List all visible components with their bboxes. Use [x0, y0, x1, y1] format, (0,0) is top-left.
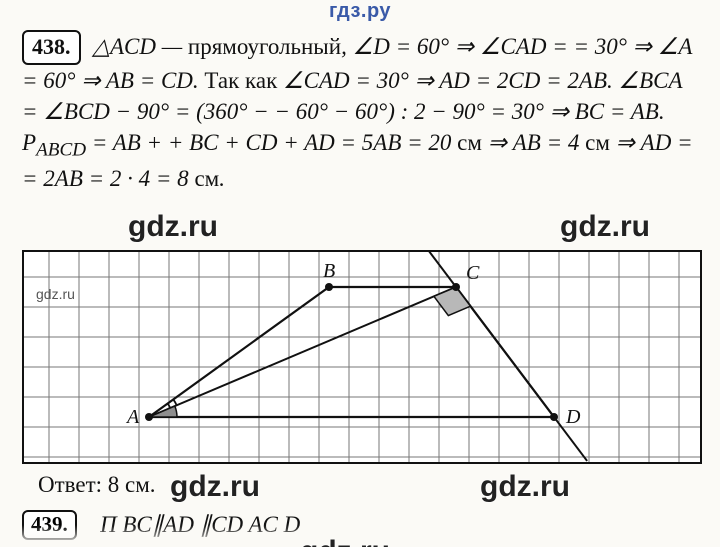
diagram-container: A B C D [22, 250, 702, 464]
site-header: гдз.ру [0, 0, 720, 23]
watermark: gdz.ru [480, 470, 570, 504]
svg-text:D: D [565, 406, 581, 428]
watermark: gdz.ru [128, 210, 218, 244]
problem-number-badge: 438. [22, 30, 81, 65]
svg-text:A: A [125, 406, 140, 428]
answer-line: Ответ: 8 см. [38, 472, 156, 498]
watermark: gdz.ru [560, 210, 650, 244]
svg-text:C: C [466, 262, 480, 284]
page-root: гдз.ру 438. △ACD — прямоугольный, ∠D = 6… [0, 0, 720, 547]
watermark: gdz.ru [170, 470, 260, 504]
svg-text:B: B [323, 260, 335, 282]
geometry-diagram: A B C D [24, 252, 700, 462]
next-problem-partial: П BC∥AD ∥CD AC D [100, 512, 700, 538]
solution-text: △ACD — прямоугольный, ∠D = 60° ⇒ ∠CAD = … [22, 34, 693, 191]
next-problem-number-badge: 439. [22, 510, 77, 540]
solution-block: 438. △ACD — прямоугольный, ∠D = 60° ⇒ ∠C… [22, 30, 698, 194]
